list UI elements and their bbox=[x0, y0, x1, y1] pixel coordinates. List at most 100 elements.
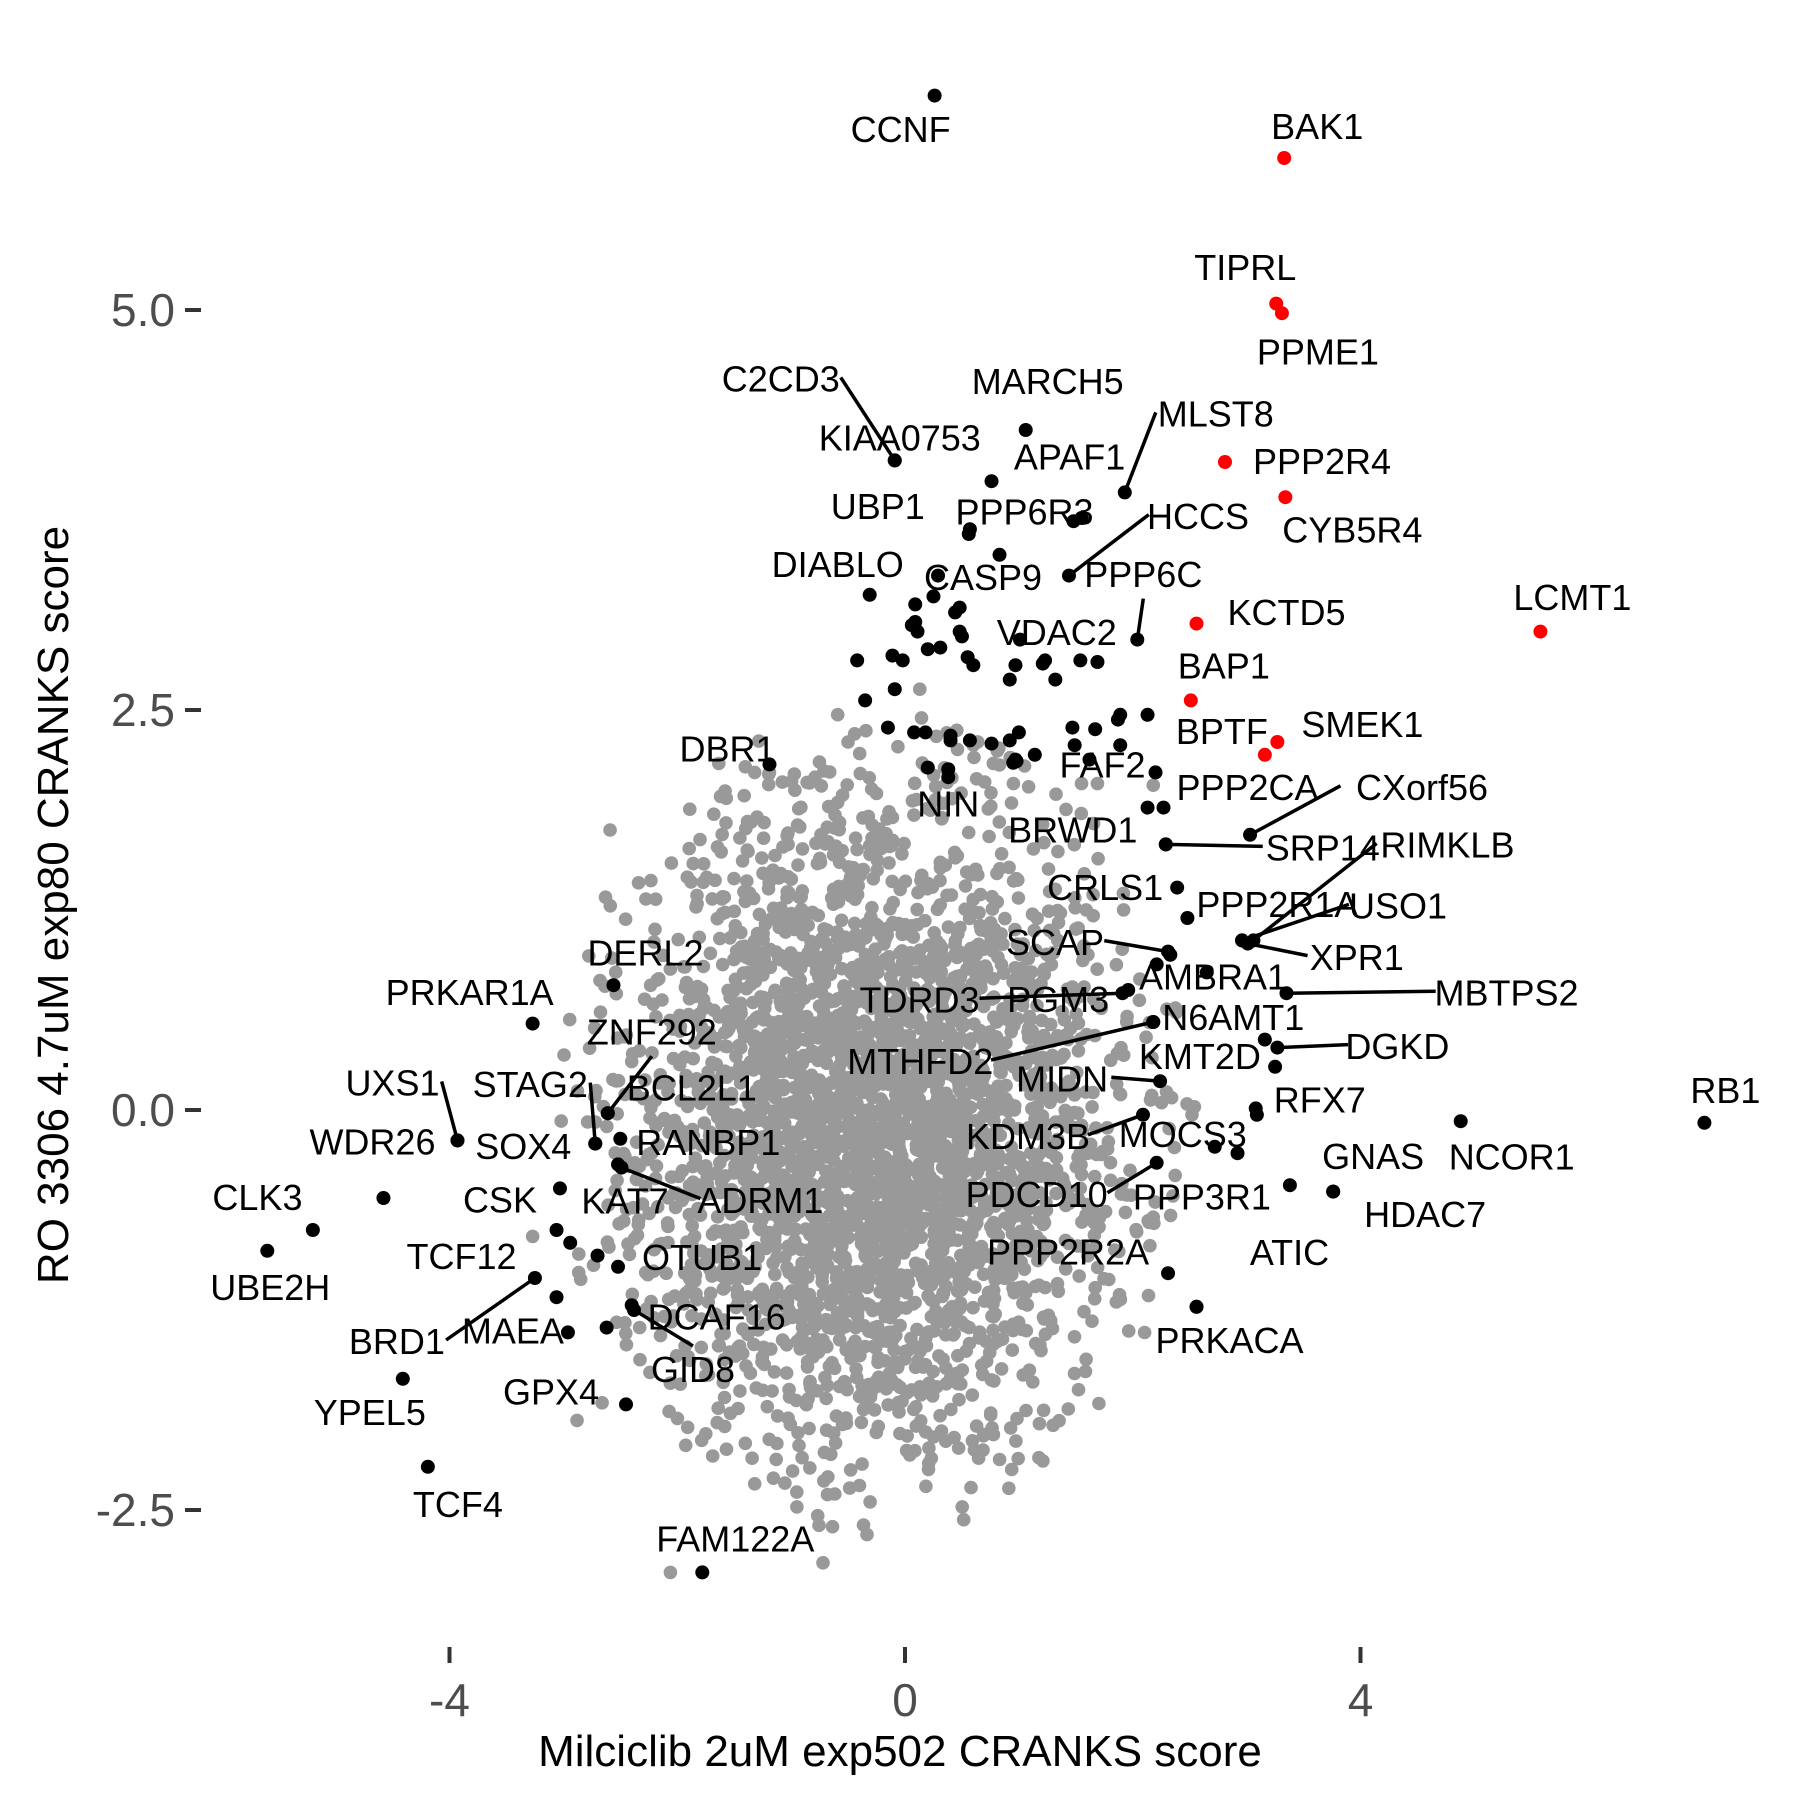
background-point bbox=[726, 1166, 741, 1180]
background-point bbox=[717, 1352, 732, 1367]
background-point bbox=[919, 1339, 934, 1353]
background-point bbox=[994, 847, 1009, 861]
background-point bbox=[992, 758, 1007, 772]
background-point bbox=[899, 1182, 914, 1197]
background-point bbox=[685, 1074, 699, 1088]
background-point bbox=[1074, 806, 1089, 821]
background-point bbox=[1033, 1340, 1047, 1355]
gene-label: PPP3R1 bbox=[1133, 1176, 1271, 1217]
background-point bbox=[838, 982, 852, 997]
gene-label: CCNF bbox=[851, 109, 951, 150]
background-point bbox=[871, 1351, 886, 1365]
background-point bbox=[979, 1354, 994, 1368]
background-point bbox=[800, 1149, 814, 1164]
background-point bbox=[980, 1144, 994, 1158]
background-point bbox=[967, 1248, 981, 1262]
background-point bbox=[759, 1301, 773, 1316]
background-point bbox=[779, 1366, 794, 1380]
labeled-point bbox=[762, 757, 777, 772]
x-axis-title: Milciclib 2uM exp502 CRANKS score bbox=[538, 1727, 1262, 1776]
background-point bbox=[1091, 851, 1105, 866]
leader-line bbox=[1252, 842, 1378, 942]
background-point bbox=[895, 847, 909, 861]
background-point bbox=[730, 1288, 745, 1302]
background-point bbox=[853, 868, 867, 883]
labeled-point bbox=[887, 453, 902, 468]
background-point bbox=[663, 1376, 678, 1390]
background-point bbox=[872, 1041, 886, 1056]
background-point bbox=[859, 1242, 873, 1256]
labeled-point bbox=[1066, 514, 1081, 529]
background-point bbox=[1086, 887, 1100, 902]
background-point bbox=[788, 1140, 802, 1154]
background-point bbox=[908, 1197, 923, 1211]
labeled-point bbox=[549, 1223, 564, 1237]
background-point bbox=[1087, 1169, 1102, 1184]
background-point bbox=[703, 1125, 717, 1139]
background-point bbox=[570, 1084, 585, 1098]
background-point bbox=[865, 818, 879, 832]
background-point bbox=[648, 922, 662, 937]
labeled-point bbox=[525, 1016, 540, 1031]
background-point bbox=[828, 1487, 842, 1501]
gene-label: WDR26 bbox=[309, 1122, 435, 1163]
background-point bbox=[716, 1313, 731, 1327]
background-cloud-layer bbox=[525, 682, 1202, 1580]
background-point bbox=[832, 1333, 847, 1347]
background-point bbox=[608, 1183, 622, 1198]
gene-label: DCAF16 bbox=[648, 1296, 786, 1337]
background-point bbox=[647, 935, 661, 949]
labeled-point bbox=[1248, 1101, 1263, 1116]
background-point bbox=[1004, 1267, 1019, 1282]
background-point bbox=[924, 1293, 938, 1307]
background-point bbox=[772, 871, 786, 885]
background-point bbox=[895, 1203, 909, 1217]
background-point bbox=[1068, 901, 1082, 915]
background-point bbox=[1016, 1296, 1030, 1311]
background-point bbox=[720, 1070, 734, 1084]
background-point bbox=[1061, 1402, 1076, 1416]
background-point bbox=[765, 1037, 779, 1051]
background-point bbox=[570, 1413, 584, 1428]
background-point bbox=[773, 948, 787, 963]
background-point bbox=[790, 951, 804, 966]
gene-label: MIDN bbox=[1016, 1058, 1108, 1099]
background-point bbox=[869, 786, 884, 801]
background-point bbox=[1004, 1462, 1019, 1477]
background-point bbox=[812, 1073, 827, 1087]
background-point bbox=[801, 1392, 815, 1406]
background-point bbox=[829, 839, 843, 853]
background-point bbox=[834, 913, 849, 928]
labeled-point bbox=[1148, 765, 1163, 780]
background-point bbox=[932, 1223, 947, 1238]
background-point bbox=[983, 1408, 998, 1422]
data-point bbox=[966, 658, 981, 673]
background-point bbox=[802, 1080, 816, 1095]
background-point bbox=[1079, 1352, 1093, 1367]
background-point bbox=[856, 1518, 871, 1532]
background-point bbox=[1016, 1368, 1030, 1382]
background-point bbox=[906, 1003, 921, 1018]
background-point bbox=[856, 811, 870, 825]
background-point bbox=[884, 1209, 898, 1224]
labeled-point bbox=[1130, 632, 1145, 647]
background-point bbox=[795, 1450, 809, 1465]
background-point bbox=[1011, 891, 1026, 905]
background-point bbox=[652, 972, 666, 986]
background-point bbox=[1060, 1106, 1075, 1121]
background-point bbox=[753, 990, 768, 1004]
background-point bbox=[741, 1327, 755, 1342]
gene-label: RIMKLB bbox=[1380, 825, 1514, 866]
background-point bbox=[947, 1430, 961, 1445]
background-point bbox=[775, 919, 790, 933]
background-point bbox=[1065, 1081, 1080, 1096]
background-point bbox=[738, 1436, 753, 1451]
background-point bbox=[1162, 1121, 1176, 1136]
background-point bbox=[1167, 1140, 1182, 1155]
background-point bbox=[681, 1349, 695, 1364]
background-point bbox=[777, 1080, 791, 1094]
background-point bbox=[1011, 1054, 1025, 1069]
background-point bbox=[800, 1354, 815, 1369]
background-point bbox=[994, 1362, 1009, 1376]
